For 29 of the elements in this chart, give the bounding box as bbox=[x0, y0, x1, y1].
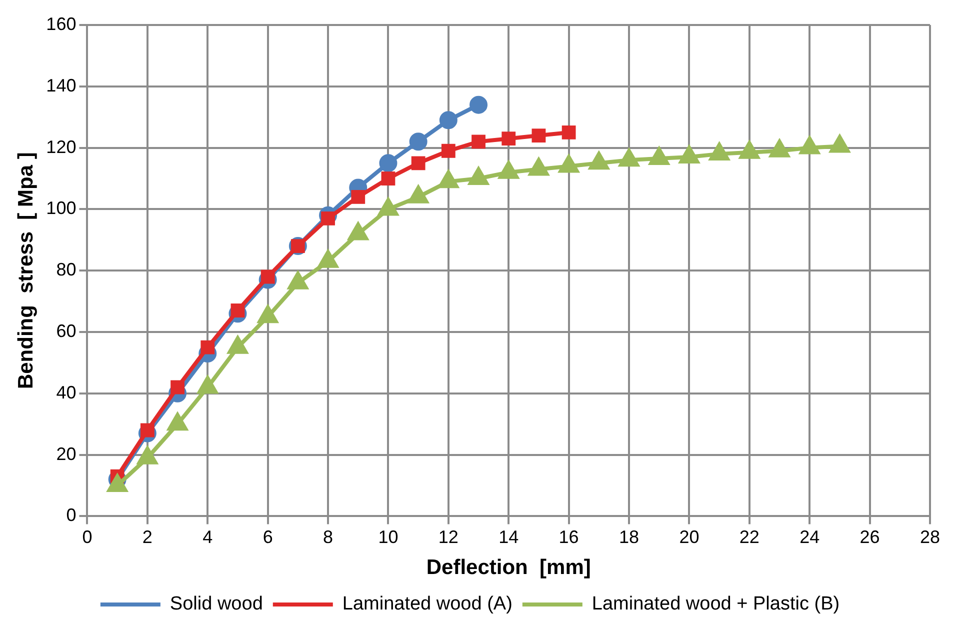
y-tick-label: 0 bbox=[66, 505, 76, 526]
x-tick-label: 14 bbox=[498, 526, 519, 547]
x-tick-label: 10 bbox=[378, 526, 398, 547]
x-tick-label: 2 bbox=[142, 526, 152, 547]
y-tick-label: 160 bbox=[46, 14, 76, 34]
y-tick-label: 100 bbox=[46, 198, 76, 218]
x-tick-label: 18 bbox=[618, 526, 640, 547]
x-tick-label: 26 bbox=[860, 526, 880, 547]
legend-label: Laminated wood (A) bbox=[342, 594, 512, 615]
x-tick-label: 28 bbox=[920, 526, 940, 547]
x-axis-title: Deflection [mm] bbox=[426, 556, 591, 580]
x-tick-label: 12 bbox=[438, 526, 458, 547]
legend-label: Laminated wood + Plastic (B) bbox=[592, 594, 840, 615]
x-tick-label: 4 bbox=[202, 526, 213, 547]
x-tick-label: 16 bbox=[558, 526, 579, 547]
legend-label: Solid wood bbox=[170, 594, 263, 615]
x-tick-label: 8 bbox=[323, 526, 334, 547]
x-tick-label: 20 bbox=[679, 526, 700, 547]
x-tick-label: 0 bbox=[82, 526, 92, 547]
y-tick-label: 20 bbox=[56, 444, 76, 464]
x-tick-label: 6 bbox=[262, 526, 273, 547]
y-tick-label: 140 bbox=[46, 75, 76, 96]
y-tick-label: 80 bbox=[56, 260, 76, 280]
y-tick-label: 120 bbox=[46, 136, 76, 157]
y-tick-label: 40 bbox=[56, 382, 76, 402]
y-axis-title: Bending stress [ Mpa ] bbox=[14, 152, 38, 390]
x-tick-label: 22 bbox=[739, 526, 760, 547]
x-tick-label: 24 bbox=[800, 526, 820, 547]
y-tick-label: 60 bbox=[56, 320, 76, 341]
